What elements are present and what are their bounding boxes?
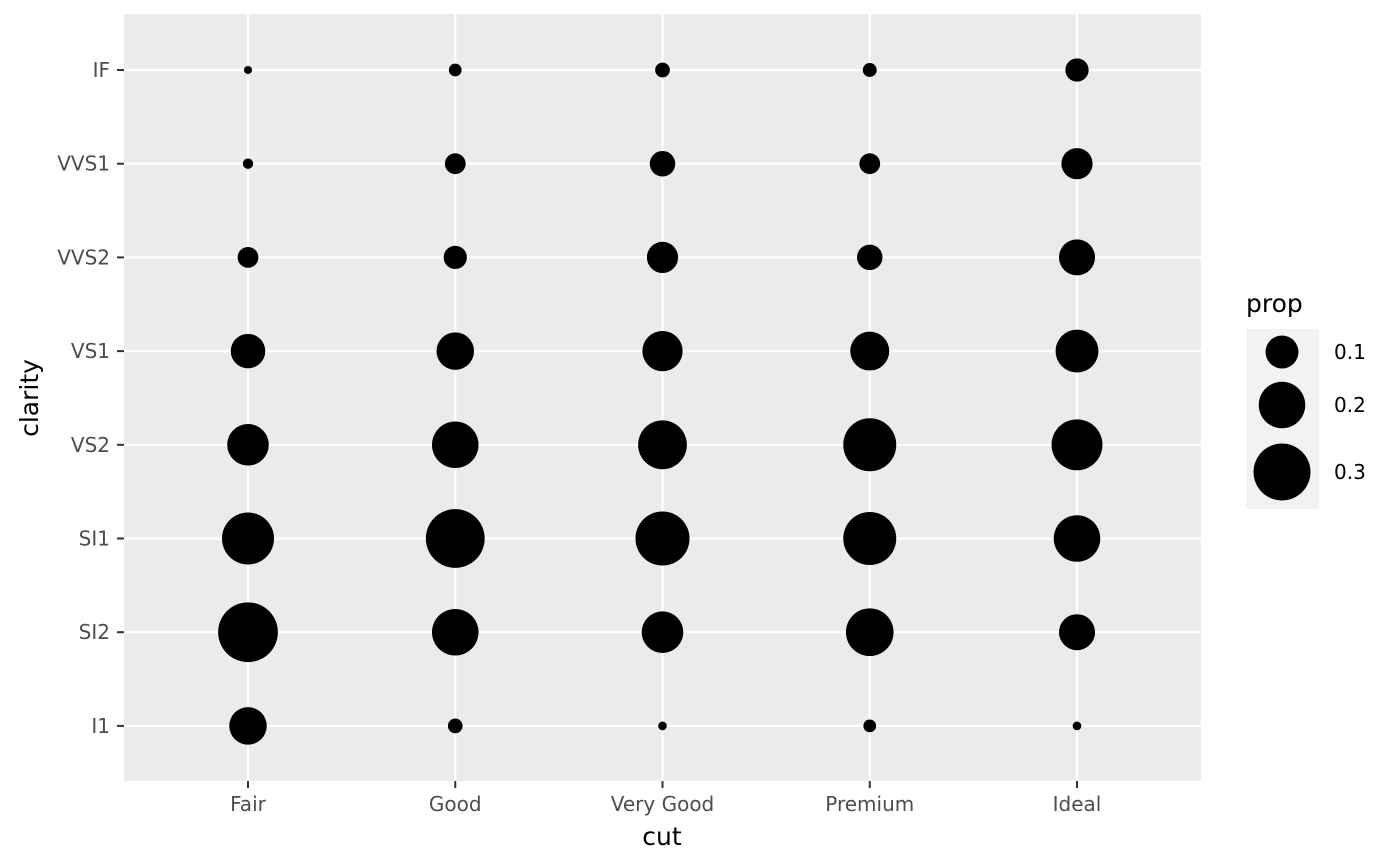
y-tick-label: VVS2 (57, 245, 110, 269)
point-good-si1 (425, 509, 485, 568)
legend-key-label: 0.3 (1334, 460, 1366, 484)
point-fair-si1 (222, 512, 274, 565)
y-tick-label: I1 (91, 714, 110, 738)
point-premium-vs2 (843, 418, 897, 472)
point-fair-vvs1 (242, 158, 254, 169)
legend-keys: 0.1 0.2 0.3 (1253, 335, 1366, 501)
point-very-good-si1 (635, 511, 690, 566)
point-good-vs2 (431, 421, 479, 469)
point-premium-si1 (843, 511, 897, 566)
point-premium-si2 (845, 608, 894, 657)
y-tick-label: VS1 (71, 339, 110, 363)
point-good-vvs2 (443, 245, 467, 270)
point-very-good-if (655, 62, 670, 78)
point-good-if (448, 63, 462, 77)
point-premium-vvs1 (859, 153, 881, 175)
y-tick-label: SI1 (79, 527, 110, 551)
point-ideal-si1 (1053, 515, 1101, 562)
x-tick-label: Very Good (611, 792, 715, 816)
point-ideal-si2 (1058, 614, 1096, 651)
point-very-good-vvs2 (646, 241, 679, 273)
point-good-si2 (431, 608, 479, 656)
y-axis: I1 SI2 SI1 VS2 VS1 VVS2 VVS1 IF (57, 58, 124, 738)
point-ideal-vs2 (1051, 419, 1103, 471)
legend-key-circle (1253, 443, 1311, 501)
point-very-good-i1 (658, 721, 667, 731)
point-ideal-vvs2 (1058, 239, 1096, 276)
point-fair-vvs2 (237, 247, 259, 268)
point-fair-si2 (218, 602, 278, 663)
point-ideal-vvs1 (1061, 148, 1093, 180)
x-tick-label: Ideal (1053, 792, 1102, 816)
point-good-vvs1 (444, 153, 466, 175)
x-axis-title: cut (642, 822, 682, 851)
point-fair-vs1 (230, 333, 266, 369)
point-ideal-vs1 (1055, 329, 1099, 373)
point-premium-vvs2 (857, 244, 883, 271)
legend-title: prop (1246, 289, 1303, 318)
point-premium-vs1 (850, 331, 890, 371)
point-very-good-vs2 (638, 420, 687, 470)
point-premium-if (862, 63, 877, 77)
point-good-i1 (447, 718, 463, 734)
x-axis: Fair Good Very Good Premium Ideal (230, 781, 1101, 816)
data-points (218, 58, 1103, 745)
y-axis-title: clarity (15, 359, 44, 437)
legend: prop 0.1 0.2 0.3 (1246, 289, 1366, 509)
y-tick-label: IF (93, 58, 110, 82)
legend-key-circle (1265, 335, 1299, 369)
point-premium-i1 (863, 719, 877, 733)
point-ideal-if (1065, 58, 1089, 82)
x-tick-label: Premium (825, 792, 914, 816)
legend-key-circle (1258, 381, 1306, 429)
point-fair-vs2 (227, 424, 269, 466)
point-fair-i1 (229, 707, 267, 745)
point-ideal-i1 (1072, 721, 1082, 731)
x-tick-label: Good (429, 792, 482, 816)
point-very-good-vvs1 (649, 150, 676, 177)
y-tick-label: VS2 (71, 433, 110, 457)
x-tick-label: Fair (230, 792, 266, 816)
y-tick-label: VVS1 (57, 152, 110, 176)
legend-key-label: 0.1 (1334, 340, 1366, 364)
point-good-vs1 (436, 332, 474, 370)
point-very-good-vs1 (642, 330, 683, 372)
point-fair-if (243, 65, 253, 75)
point-very-good-si2 (641, 611, 684, 653)
legend-key-label: 0.2 (1334, 393, 1366, 417)
y-tick-label: SI2 (79, 620, 110, 644)
